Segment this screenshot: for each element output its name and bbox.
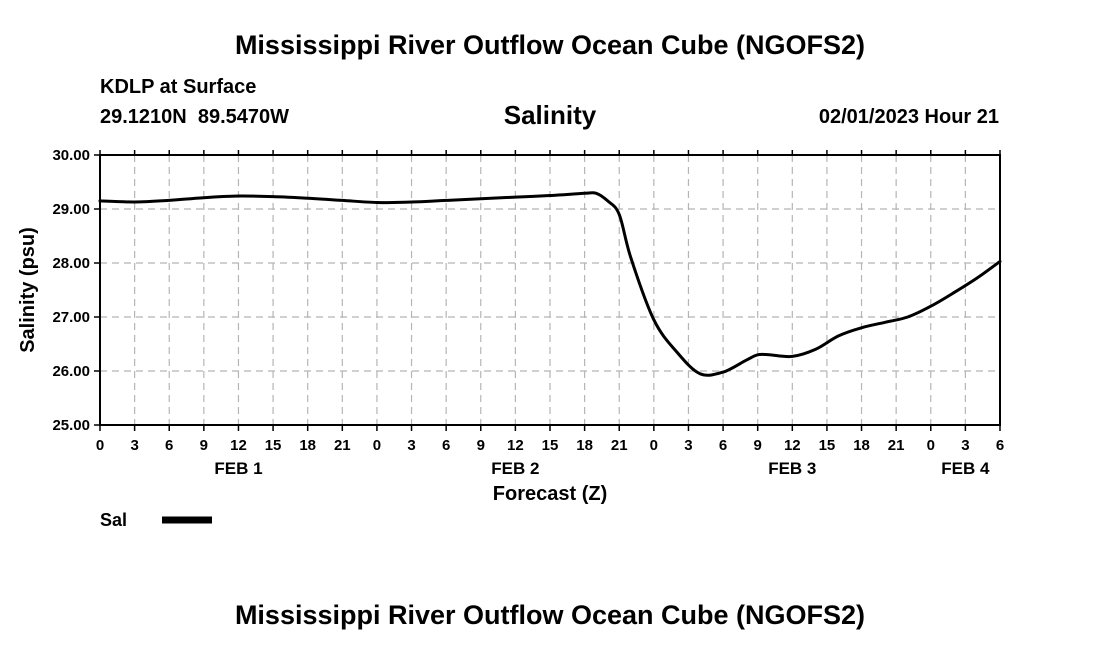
x-tick-label: 21 (611, 437, 628, 454)
x-tick-label: 3 (961, 437, 969, 454)
x-tick-label: 18 (853, 437, 870, 454)
y-tick-label: 26.00 (52, 363, 90, 380)
day-label: FEB 1 (214, 459, 262, 478)
x-tick-label: 0 (96, 437, 104, 454)
series-line-sal (98, 191, 1002, 377)
x-tick-label: 15 (819, 437, 836, 454)
legend-label-sal: Sal (100, 510, 127, 530)
y-tick-label: 28.00 (52, 255, 90, 272)
x-tick-label: 6 (996, 437, 1004, 454)
station-label: KDLP at Surface (100, 76, 257, 98)
x-tick-label: 3 (130, 437, 138, 454)
station-coordinates: 29.1210N 89.5470W (100, 106, 290, 128)
x-tick-label: 18 (576, 437, 593, 454)
x-tick-label: 6 (165, 437, 173, 454)
x-tick-label: 21 (334, 437, 351, 454)
x-tick-label: 12 (230, 437, 247, 454)
x-tick-label: 0 (927, 437, 935, 454)
x-tick-label: 3 (684, 437, 692, 454)
x-tick-label: 12 (784, 437, 801, 454)
x-tick-label: 9 (754, 437, 762, 454)
x-tick-label: 0 (650, 437, 658, 454)
y-tick-label: 27.00 (52, 309, 90, 326)
x-tick-label: 6 (719, 437, 727, 454)
y-tick-label: 25.00 (52, 417, 90, 434)
x-tick-label: 18 (299, 437, 316, 454)
day-label: FEB 3 (768, 459, 816, 478)
x-tick-label: 3 (407, 437, 415, 454)
grid-lines (100, 155, 1000, 425)
day-label: FEB 4 (941, 459, 990, 478)
x-tick-label: 0 (373, 437, 381, 454)
day-label: FEB 2 (491, 459, 539, 478)
chart-subtitle: Salinity (503, 100, 597, 130)
y-tick-label: 30.00 (52, 147, 90, 164)
x-tick-label: 21 (888, 437, 905, 454)
x-tick-label: 15 (265, 437, 282, 454)
x-tick-label: 9 (477, 437, 485, 454)
y-tick-label: 29.00 (52, 201, 90, 218)
plot-frame (99, 154, 1001, 426)
forecast-datetime: 02/01/2023 Hour 21 (818, 106, 999, 128)
x-tick-label: 15 (542, 437, 559, 454)
x-tick-label: 9 (200, 437, 208, 454)
y-axis-title: Salinity (psu) (17, 227, 39, 353)
x-axis-title: Forecast (Z) (493, 483, 607, 505)
axis-ticks (94, 150, 1001, 431)
x-tick-label: 12 (507, 437, 524, 454)
tick-labels: 0 3 6 9 12 15 18 21 0 3 6 9 12 15 18 21 0 3 6 9 12 15 18 21 0 3 6 2… (52, 147, 1004, 478)
footer-title: Mississippi River Outflow Ocean Cube (NG… (234, 600, 866, 630)
chart-title: Mississippi River Outflow Ocean Cube (NG… (234, 30, 866, 60)
x-tick-label: 6 (442, 437, 450, 454)
